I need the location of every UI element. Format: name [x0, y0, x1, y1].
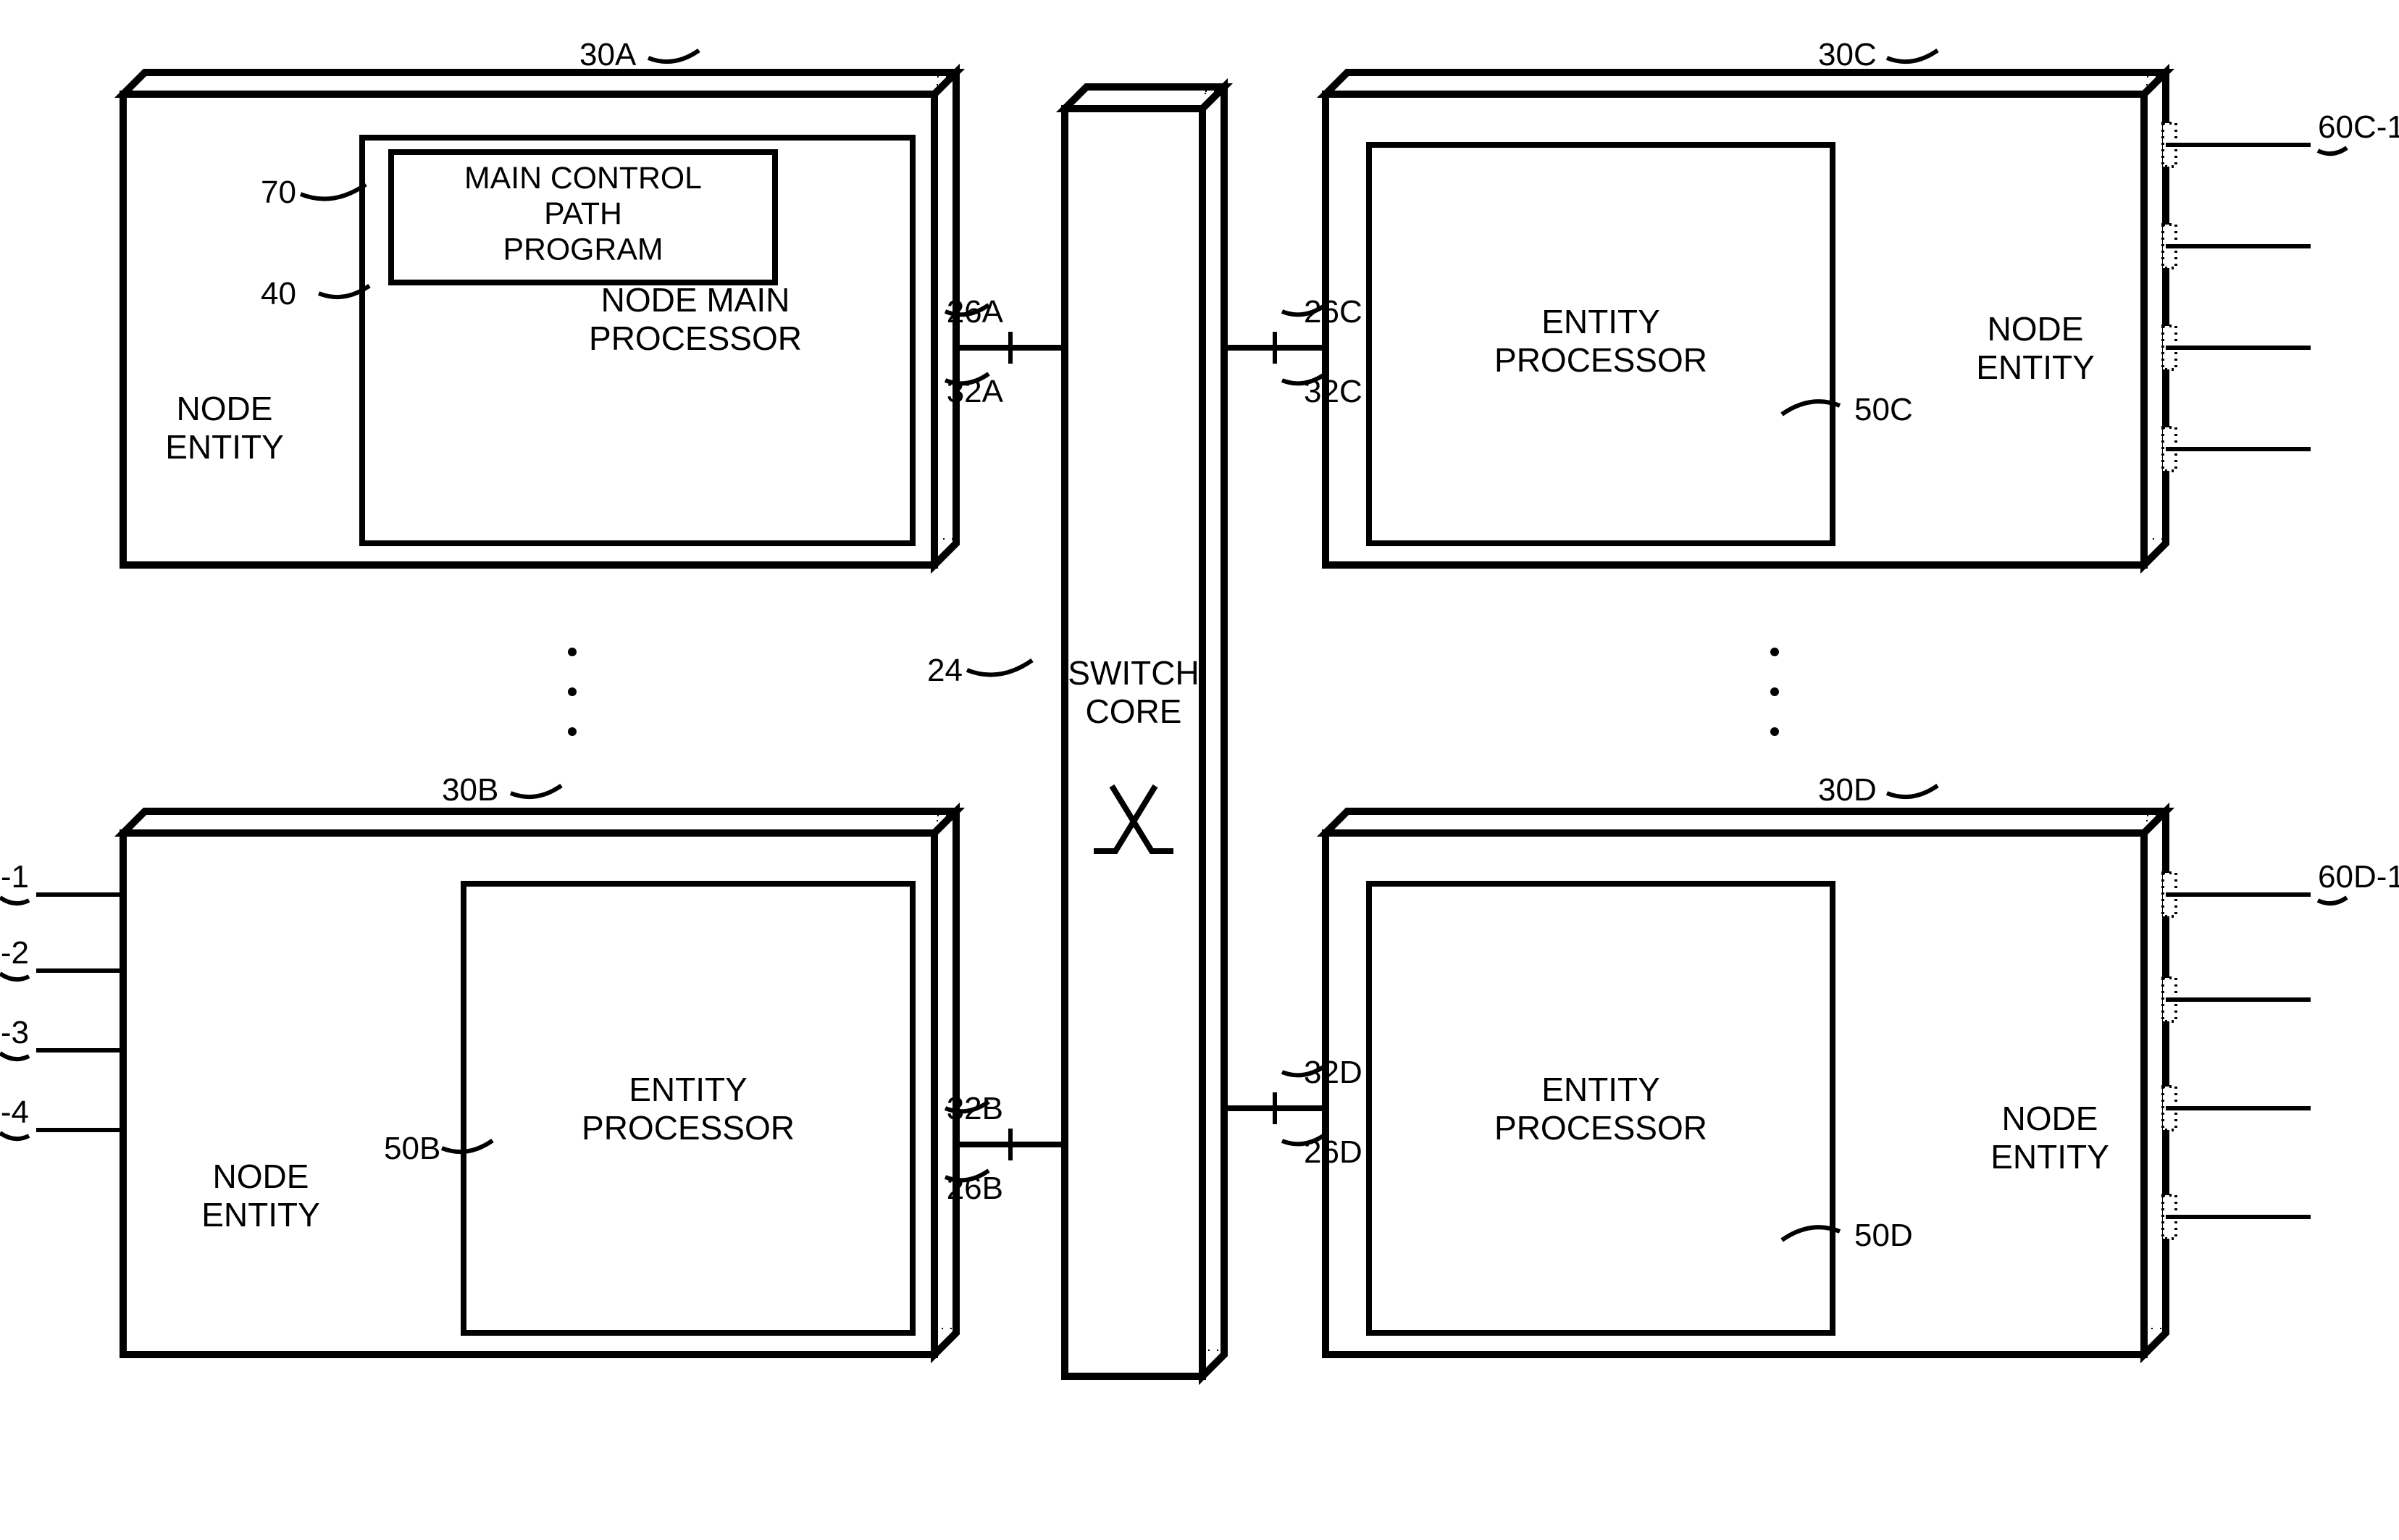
ref-30A: 30A: [579, 37, 637, 72]
ref-50B: 50B: [384, 1131, 440, 1166]
ellipsis-dot: [568, 687, 577, 696]
processor-label-D: ENTITY: [1541, 1071, 1660, 1108]
ref-50C: 50C: [1854, 392, 1913, 427]
ref-60B-3: 60B-3: [0, 1015, 29, 1050]
ellipsis-dot: [1770, 648, 1779, 656]
processor-label-A: PROCESSOR: [589, 319, 802, 357]
ref-60B-4: 60B-4: [0, 1095, 29, 1130]
ref-60C-1: 60C-1: [2318, 109, 2399, 145]
mcpp-label: PATH: [544, 196, 622, 231]
processor-label-C: PROCESSOR: [1494, 341, 1707, 379]
processor-label-A: NODE MAIN: [601, 281, 790, 319]
ref-24: 24: [927, 653, 963, 688]
processor-label-B: ENTITY: [629, 1071, 748, 1108]
switch-core: [1065, 87, 1224, 1376]
ref-70: 70: [261, 175, 296, 210]
ref-60B-1: 60B-1: [0, 859, 29, 895]
node-entity-label-A: NODE: [177, 390, 273, 427]
ellipsis-dot: [568, 648, 577, 656]
ellipsis-dot: [1770, 727, 1779, 736]
switch-diagram: SWITCHCORE24NODEENTITY30ANODE MAINPROCES…: [0, 0, 2399, 1540]
node-entity-label-D: ENTITY: [1990, 1138, 2109, 1176]
switch-core-label: SWITCH: [1068, 654, 1199, 692]
ref-30C: 30C: [1818, 37, 1877, 72]
processor-label-D: PROCESSOR: [1494, 1109, 1707, 1147]
mcpp-label: MAIN CONTROL: [464, 161, 702, 196]
switch-core-label: CORE: [1086, 692, 1182, 730]
node-entity-label-B: NODE: [213, 1158, 309, 1195]
node-entity-label-A: ENTITY: [165, 428, 284, 466]
mcpp-label: PROGRAM: [503, 232, 663, 267]
processor-label-C: ENTITY: [1541, 303, 1660, 340]
ref-60D-1: 60D-1: [2318, 859, 2399, 895]
ref-30D: 30D: [1818, 772, 1877, 808]
ref-50D: 50D: [1854, 1218, 1913, 1253]
node-entity-label-B: ENTITY: [201, 1196, 320, 1234]
node-entity-label-C: ENTITY: [1976, 348, 2095, 386]
processor-label-B: PROCESSOR: [582, 1109, 795, 1147]
ellipsis-dot: [568, 727, 577, 736]
ref-60B-2: 60B-2: [0, 935, 29, 971]
node-entity-label-D: NODE: [2002, 1100, 2098, 1137]
ref-40: 40: [261, 276, 296, 311]
node-entity-label-C: NODE: [1988, 310, 2084, 348]
ref-30B: 30B: [442, 772, 498, 808]
ellipsis-dot: [1770, 687, 1779, 696]
